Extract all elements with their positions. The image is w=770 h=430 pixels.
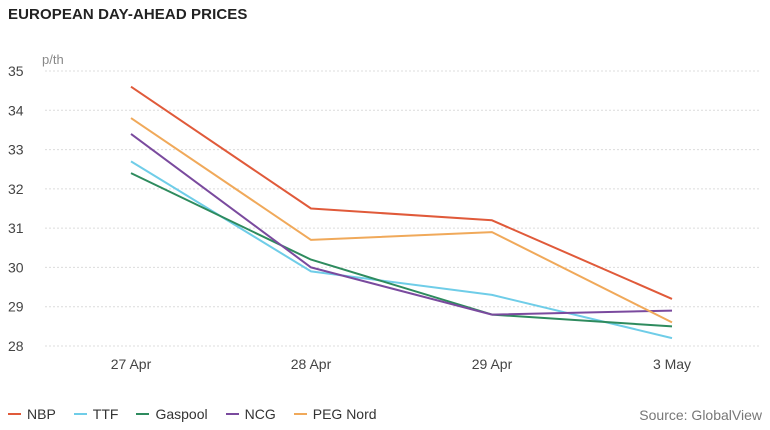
- line-chart: 28 29 30 31 32 33 34 35 27 Apr 28 Apr 29 Apr 3 May…: [8, 52, 760, 372]
- x-tick-label: 27 Apr: [111, 356, 152, 372]
- y-tick-label: 33: [8, 142, 24, 158]
- y-tick-label: 32: [8, 181, 24, 197]
- x-tick-label: 29 Apr: [472, 356, 513, 372]
- legend-item-ncg: NCG: [225, 406, 276, 422]
- legend-item-peg-nord: PEG Nord: [293, 406, 377, 422]
- x-tick-label: 28 Apr: [291, 356, 332, 372]
- y-axis: 28 29 30 31 32 33 34 35: [8, 63, 24, 354]
- y-tick-label: 28: [8, 338, 24, 354]
- chart-title: EUROPEAN DAY-AHEAD PRICES: [8, 6, 248, 23]
- legend-label: NCG: [244, 406, 276, 422]
- y-tick-label: 30: [8, 259, 24, 275]
- y-tick-label: 31: [8, 220, 24, 236]
- legend: NBP TTF Gaspool NCG PEG Nord: [8, 406, 395, 422]
- legend-item-gaspool: Gaspool: [136, 406, 208, 422]
- y-tick-label: 34: [8, 102, 24, 118]
- legend-label: Gaspool: [155, 406, 208, 422]
- source-note: Source: GlobalView: [639, 407, 762, 423]
- legend-label: NBP: [27, 406, 56, 422]
- legend-swatch: [225, 413, 239, 415]
- series-line-peg-nord: [130, 117, 673, 324]
- series-lines: [130, 85, 673, 340]
- legend-item-nbp: NBP: [8, 406, 56, 422]
- legend-swatch: [136, 413, 150, 415]
- y-tick-label: 35: [8, 63, 24, 79]
- series-line-ncg: [130, 133, 673, 316]
- legend-item-ttf: TTF: [73, 406, 119, 422]
- series-line-nbp: [130, 85, 673, 300]
- legend-label: TTF: [92, 406, 119, 422]
- legend-swatch: [8, 413, 21, 415]
- gridlines: [45, 70, 760, 347]
- legend-swatch: [293, 413, 307, 415]
- legend-swatch: [73, 413, 87, 415]
- legend-label: PEG Nord: [312, 406, 377, 422]
- series-line-gaspool: [130, 172, 673, 328]
- x-tick-label: 3 May: [653, 356, 691, 372]
- x-axis: 27 Apr 28 Apr 29 Apr 3 May: [111, 356, 691, 372]
- unit-label: p/th: [42, 52, 64, 67]
- y-tick-label: 29: [8, 299, 24, 315]
